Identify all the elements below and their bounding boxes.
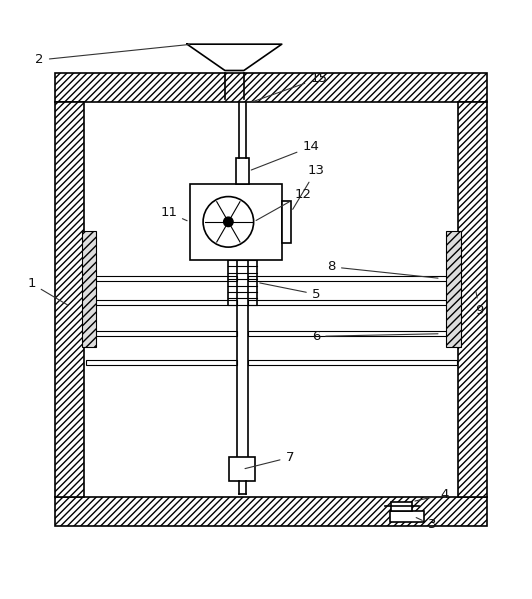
Text: 9: 9 [475, 292, 484, 316]
Bar [86, 331, 237, 337]
Bar [85, 102, 458, 497]
Bar [86, 360, 237, 365]
Bar [55, 73, 487, 102]
Text: 2: 2 [36, 44, 189, 66]
Bar [86, 300, 237, 305]
Bar [391, 501, 412, 511]
Text: 3: 3 [416, 518, 436, 531]
Text: 12: 12 [256, 187, 311, 220]
Text: 15: 15 [251, 72, 327, 102]
Polygon shape [187, 44, 282, 71]
Bar [55, 497, 487, 526]
Circle shape [223, 217, 233, 226]
Bar [229, 458, 255, 481]
Bar [236, 158, 248, 184]
Bar [247, 300, 456, 305]
Bar [86, 276, 237, 281]
Text: 13: 13 [293, 164, 325, 210]
Text: 4: 4 [415, 488, 449, 501]
Bar [190, 184, 282, 260]
Text: 7: 7 [245, 451, 294, 468]
Text: 8: 8 [328, 261, 438, 278]
Bar [282, 201, 291, 243]
Text: 14: 14 [251, 140, 319, 170]
Circle shape [203, 196, 254, 247]
Bar [446, 231, 461, 347]
Bar [390, 511, 424, 522]
Text: 1: 1 [28, 277, 68, 305]
Bar [247, 331, 456, 337]
Bar [55, 102, 85, 497]
Text: 6: 6 [312, 330, 438, 343]
Bar [247, 276, 456, 281]
Bar [458, 102, 487, 497]
Text: 11: 11 [160, 206, 187, 221]
Text: 5: 5 [260, 283, 320, 301]
Bar [247, 360, 456, 365]
Bar [82, 231, 96, 347]
